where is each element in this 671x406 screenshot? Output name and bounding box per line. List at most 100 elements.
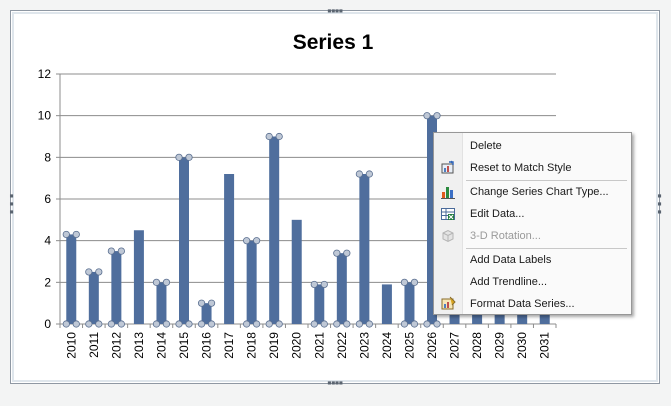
selection-handle (333, 320, 341, 328)
y-tick-label: 12 (38, 67, 52, 81)
tick-labels: 0 2 4 6 8 10 12 2010 2011 2012 2013 2014 2015 2016 201… (38, 67, 552, 359)
resize-handle-left[interactable]: ▪▪▪ (7, 191, 16, 215)
bar-2020[interactable] (291, 219, 302, 324)
selection-handle (117, 247, 125, 255)
selection-handle (343, 249, 351, 257)
x-tick-label: 2016 (200, 332, 214, 359)
bar-2026[interactable] (427, 115, 437, 325)
x-tick-label: 2017 (222, 332, 236, 359)
menu-icon-gutter (434, 133, 463, 314)
y-tick-label: 10 (38, 109, 52, 123)
selection-handle (95, 268, 103, 276)
selection-handle (410, 320, 419, 328)
selection-handle (253, 237, 261, 245)
y-tick-label: 0 (44, 317, 51, 331)
bar-2025[interactable] (404, 282, 415, 324)
selection-handle (207, 299, 216, 307)
bar-2012[interactable] (111, 251, 122, 324)
selection-handle (355, 170, 363, 178)
x-tick-label: 2024 (380, 332, 394, 359)
selection-handle (265, 320, 273, 328)
bar-2010[interactable] (66, 234, 77, 324)
menu-item-delete[interactable]: Delete (436, 136, 629, 156)
selection-handle (185, 320, 193, 328)
bar-2019[interactable] (269, 136, 280, 325)
selection-handle (310, 320, 318, 328)
selection-handle (85, 320, 93, 328)
bar-2011[interactable] (88, 271, 99, 324)
selection-handle (253, 320, 261, 328)
menu-label: 3-D Rotation... (470, 230, 541, 242)
menu-label: Add Trendline... (470, 276, 548, 288)
bar-2018[interactable] (246, 240, 257, 324)
menu-label: Change Series Chart Type... (470, 186, 609, 198)
x-tick-label: 2025 (402, 332, 416, 359)
reset-style-icon (436, 158, 460, 178)
x-tick-label: 2030 (515, 332, 529, 359)
bar-2013[interactable] (133, 230, 144, 324)
selection-handle (343, 320, 351, 328)
x-tick-label: 2023 (357, 332, 371, 359)
menu-label: Delete (470, 140, 502, 152)
bar-2014[interactable] (156, 282, 167, 324)
selection-handle (162, 320, 171, 328)
y-tick-label: 6 (44, 192, 51, 206)
selection-handle (175, 153, 183, 161)
selection-handle (207, 320, 216, 328)
bar-2024[interactable] (381, 284, 392, 324)
y-tick-label: 8 (44, 150, 51, 164)
chart-title: Series 1 (293, 31, 374, 54)
selection-handle (175, 320, 183, 328)
selection-handle (365, 170, 373, 178)
menu-item-3d-rotation: 3-D Rotation... (436, 226, 629, 246)
menu-label: Edit Data... (470, 208, 525, 220)
selection-handle (333, 249, 341, 257)
selection-handle (85, 268, 93, 276)
bar-2022[interactable] (336, 253, 347, 324)
selection-handle (152, 278, 161, 286)
bar-2016[interactable] (201, 303, 212, 324)
bar-2017[interactable] (224, 174, 235, 324)
menu-separator (466, 248, 627, 249)
rotation-3d-icon (436, 226, 460, 246)
x-tick-label: 2014 (154, 332, 168, 359)
menu-item-add-data-labels[interactable]: Add Data Labels (436, 250, 629, 270)
bar-2023[interactable] (359, 174, 370, 324)
selection-handle (243, 237, 251, 245)
menu-item-format-data-series[interactable]: Format Data Series... (436, 294, 629, 314)
x-tick-label: 2029 (493, 332, 507, 359)
format-series-icon (436, 294, 460, 314)
x-tick-label: 2031 (538, 332, 552, 359)
menu-item-reset-to-match-style[interactable]: Reset to Match Style (436, 158, 629, 178)
selection-handle (423, 112, 431, 120)
x-tick-label: 2013 (132, 332, 146, 359)
menu-label: Reset to Match Style (470, 162, 572, 174)
bar-2021[interactable] (314, 284, 325, 324)
selection-handle (117, 320, 125, 328)
selection-handle (423, 320, 431, 328)
selection-handle (72, 230, 80, 239)
menu-item-change-series-chart-type[interactable]: Change Series Chart Type... (436, 182, 629, 202)
selection-handle (95, 320, 103, 328)
resize-handle-right[interactable]: ▪▪▪ (655, 191, 664, 215)
x-tick-label: 2020 (290, 332, 304, 359)
selection-handle (162, 278, 171, 286)
selection-handle (197, 299, 206, 307)
menu-separator (466, 180, 627, 181)
bar-2015[interactable] (179, 157, 189, 324)
x-tick-label: 2019 (267, 332, 281, 359)
selection-handle (433, 320, 441, 328)
menu-item-add-trendline[interactable]: Add Trendline... (436, 272, 629, 292)
selection-handle (243, 320, 251, 328)
menu-label: Add Data Labels (470, 254, 552, 266)
selection-handle (320, 320, 328, 328)
resize-handle-top[interactable]: ▪▪▪▪ (327, 6, 343, 15)
selection-handle (62, 320, 70, 328)
x-tick-label: 2012 (109, 332, 123, 359)
selection-handles (62, 112, 441, 328)
menu-item-edit-data[interactable]: Edit Data... (436, 204, 629, 224)
selection-handle (310, 280, 318, 289)
selection-handle (197, 320, 206, 328)
resize-handle-bottom[interactable]: ▪▪▪▪ (327, 378, 343, 387)
selection-handle (72, 320, 80, 328)
